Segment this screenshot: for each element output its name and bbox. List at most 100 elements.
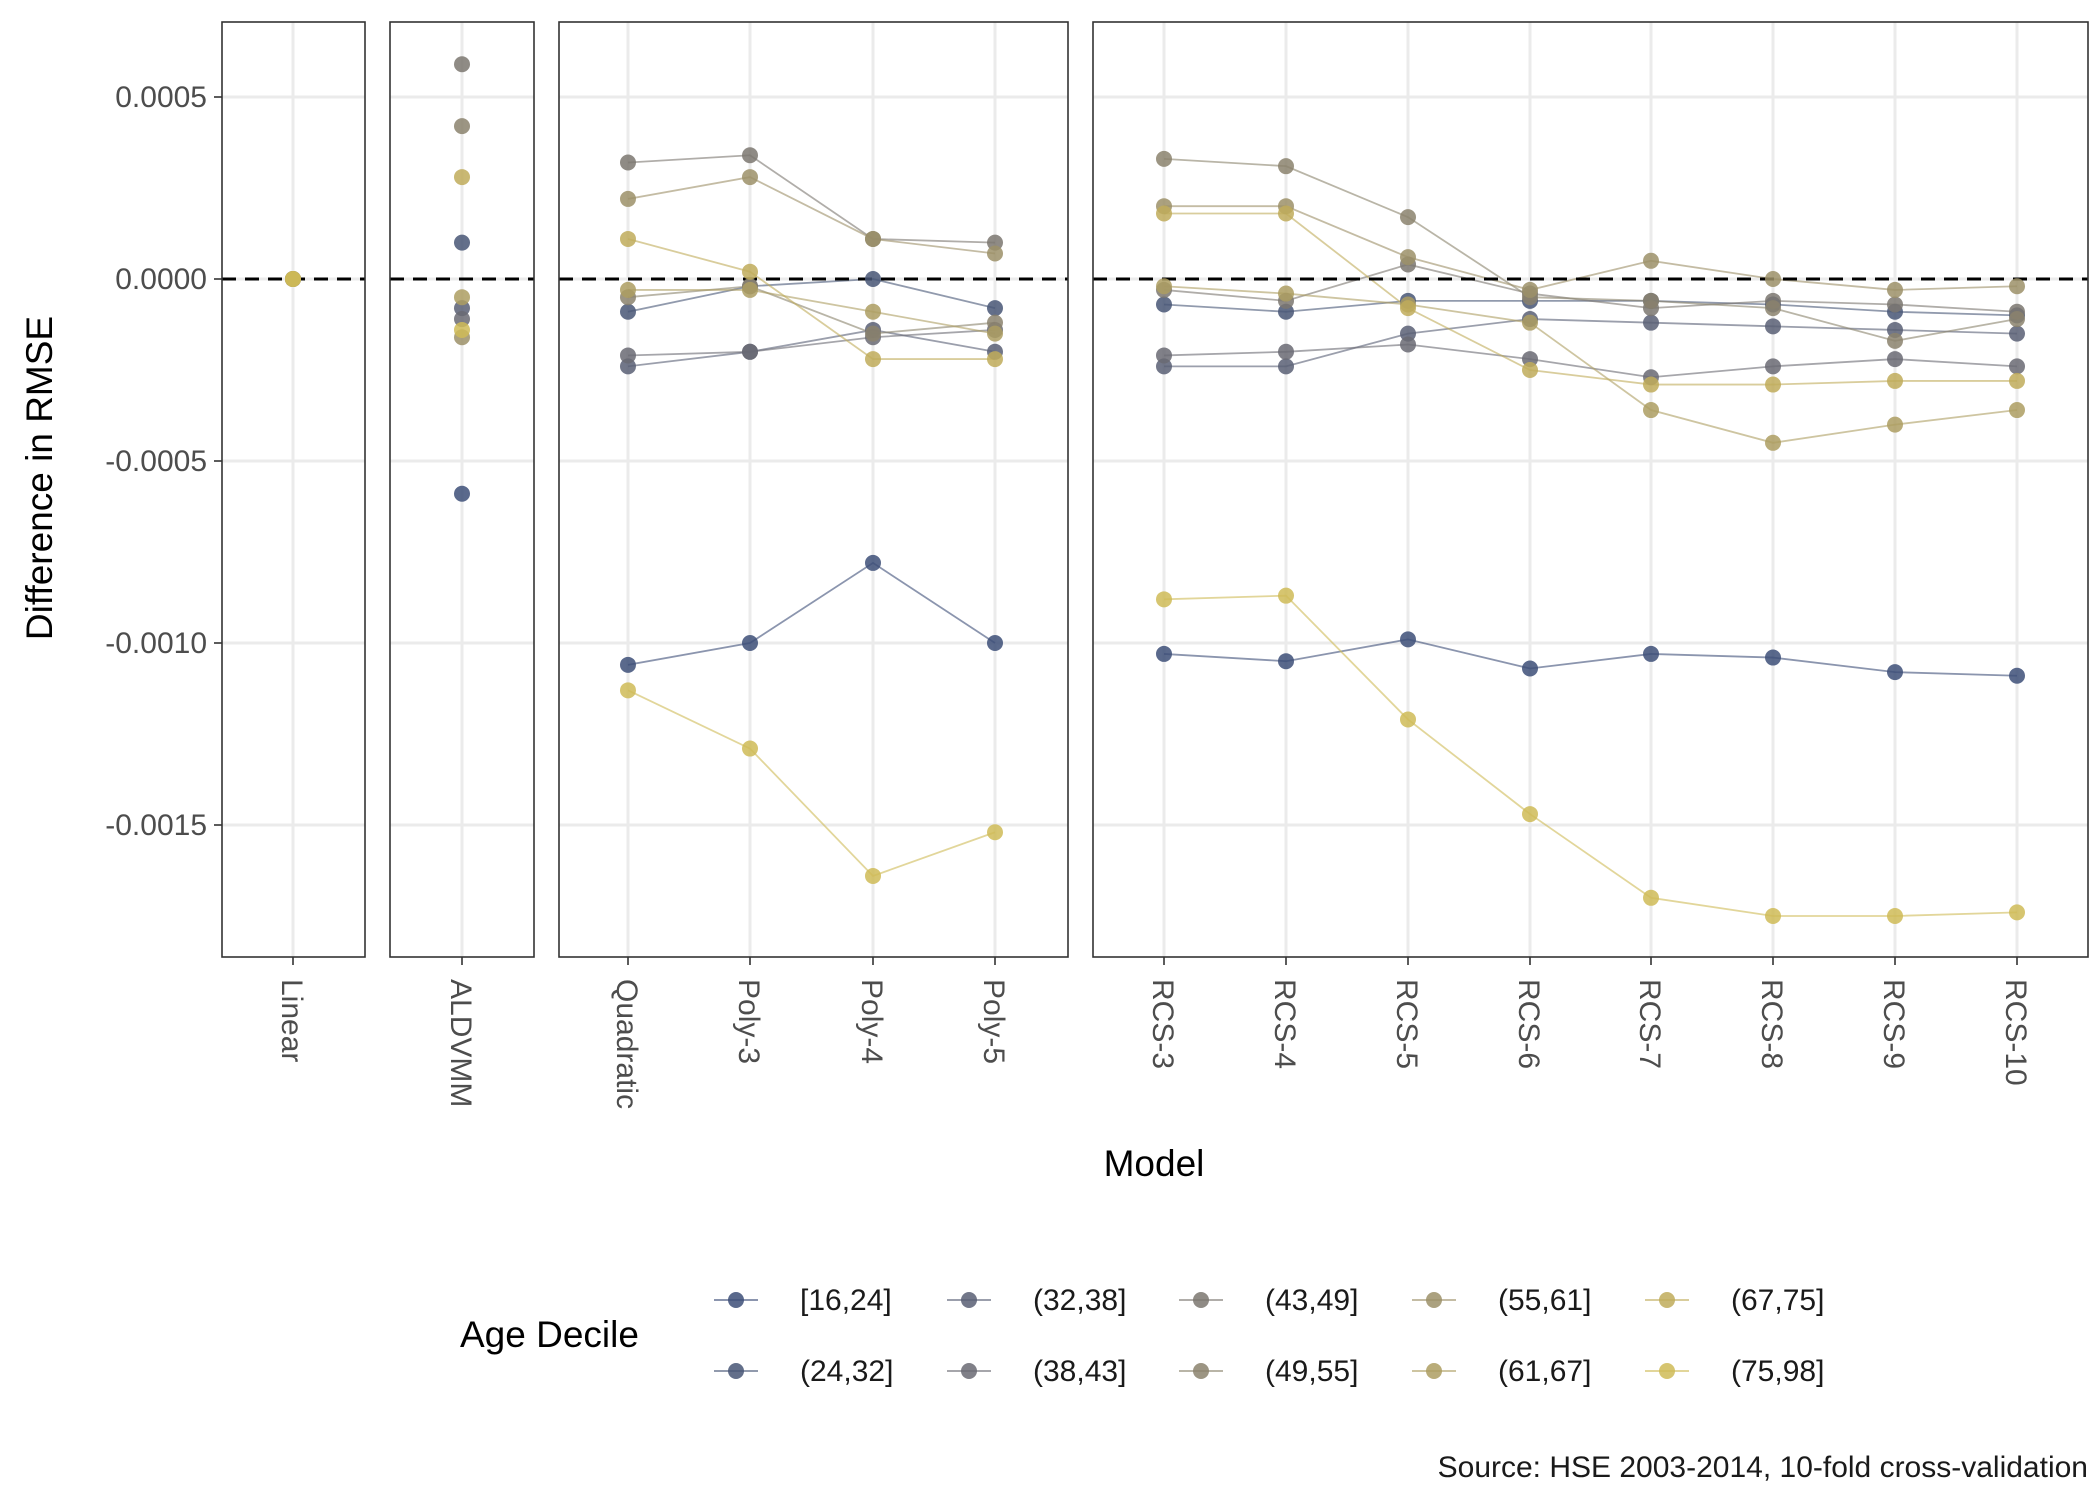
data-point — [1400, 300, 1416, 317]
y-tick-label: 0.0000 — [115, 263, 207, 296]
data-point — [742, 281, 758, 298]
legend-key-point — [1426, 1363, 1442, 1379]
data-point — [620, 230, 636, 247]
data-point — [1278, 358, 1294, 375]
legend-label: (49,55] — [1265, 1355, 1358, 1388]
x-tick-label: RCS-4 — [1268, 979, 1301, 1069]
series-line — [1164, 318, 2018, 368]
data-point — [454, 485, 470, 502]
legend-key-point — [1426, 1292, 1442, 1308]
data-point — [1156, 645, 1172, 662]
data-point — [1887, 332, 1903, 349]
series-line — [1163, 157, 2018, 342]
data-point — [1156, 150, 1172, 167]
data-point — [620, 656, 636, 673]
data-point — [1643, 889, 1659, 906]
series-line — [627, 278, 996, 313]
data-point — [1765, 271, 1781, 287]
panel-plot-area — [390, 56, 534, 502]
series-line — [1163, 638, 2018, 677]
panel-border — [1092, 21, 2089, 958]
panel-poly: Quadratic Poly-3 Poly-4 Poly-5 — [558, 21, 1069, 1109]
data-point — [1400, 249, 1416, 266]
legend-item: (55,61] — [1412, 1284, 1591, 1317]
data-point — [1156, 278, 1172, 295]
legend-item: (24,32] — [714, 1355, 893, 1388]
data-point — [1156, 205, 1172, 222]
data-point — [1278, 285, 1294, 302]
legend-key-point — [1659, 1363, 1675, 1379]
data-point — [454, 289, 470, 306]
data-point — [1765, 318, 1781, 335]
y-axis: 0.0005 0.0000 -0.0005 -0.0010 -0.0015 — [105, 81, 222, 842]
data-point — [1765, 434, 1781, 451]
data-point — [1400, 336, 1416, 353]
x-tick-label: RCS-7 — [1633, 979, 1666, 1069]
data-point — [742, 635, 758, 651]
legend-item: (75,98] — [1645, 1355, 1824, 1388]
data-point — [1278, 587, 1294, 604]
data-point — [454, 321, 470, 338]
panels: Linear ALDVMM Quadratic Poly-3 Poly-4 Poly-5 R… — [221, 21, 2089, 1109]
x-tick-label: Poly-4 — [855, 979, 888, 1064]
legend-label: [16,24] — [800, 1284, 892, 1317]
legend-label: (75,98] — [1731, 1355, 1824, 1388]
data-point — [1156, 347, 1172, 364]
series-line — [627, 689, 996, 878]
legend-item: (49,55] — [1179, 1355, 1358, 1388]
data-point — [620, 154, 636, 171]
legend-item: (38,43] — [947, 1355, 1126, 1388]
panel-rcs: RCS-3 RCS-4 RCS-5 RCS-6 RCS-7 RCS-8 RCS-9 RCS-1… — [1092, 21, 2089, 1086]
series-line — [627, 285, 996, 335]
x-tick-label: ALDVMM — [444, 979, 477, 1107]
data-point — [1887, 908, 1903, 924]
x-tick-label: Quadratic — [610, 979, 643, 1109]
y-tick-label: -0.0010 — [105, 627, 207, 660]
legend-item: [16,24] — [714, 1284, 892, 1317]
data-point — [1522, 806, 1538, 823]
data-point — [1278, 653, 1294, 670]
series-line — [627, 238, 995, 360]
data-point — [865, 867, 881, 884]
data-point — [2009, 358, 2025, 375]
panel-linear: Linear — [221, 21, 366, 1062]
data-point — [1400, 631, 1416, 648]
panel-plot-area — [222, 271, 365, 287]
data-point — [454, 169, 470, 186]
data-point — [1278, 343, 1294, 360]
series-line — [1163, 343, 2018, 379]
data-point — [2009, 904, 2025, 921]
legend-key-point — [961, 1363, 977, 1379]
x-tick-label: RCS-10 — [1999, 979, 2032, 1086]
panel-border — [558, 21, 1069, 958]
data-point — [1765, 908, 1781, 924]
data-point — [1522, 314, 1538, 331]
data-point — [742, 343, 758, 360]
legend-label: (55,61] — [1498, 1284, 1591, 1317]
x-tick-label: RCS-8 — [1755, 979, 1788, 1069]
data-point — [1278, 158, 1294, 175]
data-point — [454, 234, 470, 251]
legend-item: (43,49] — [1179, 1284, 1358, 1317]
data-point — [742, 147, 758, 164]
series-line — [627, 561, 996, 666]
data-point — [2009, 325, 2025, 342]
legend-label: (32,38] — [1033, 1284, 1126, 1317]
series-line — [1163, 285, 2018, 444]
panel-aldvmm: ALDVMM — [389, 21, 535, 1107]
data-point — [285, 271, 301, 287]
data-point — [454, 56, 470, 73]
legend-label: (61,67] — [1498, 1355, 1591, 1388]
data-point — [620, 682, 636, 699]
data-point — [987, 300, 1003, 317]
series-line — [628, 289, 996, 335]
data-point — [742, 169, 758, 186]
legend-label: (67,75] — [1731, 1284, 1824, 1317]
data-point — [2009, 372, 2025, 389]
series-line — [627, 154, 996, 244]
data-point — [1887, 296, 1903, 313]
data-point — [1887, 351, 1903, 368]
data-point — [620, 281, 636, 298]
data-point — [620, 303, 636, 320]
